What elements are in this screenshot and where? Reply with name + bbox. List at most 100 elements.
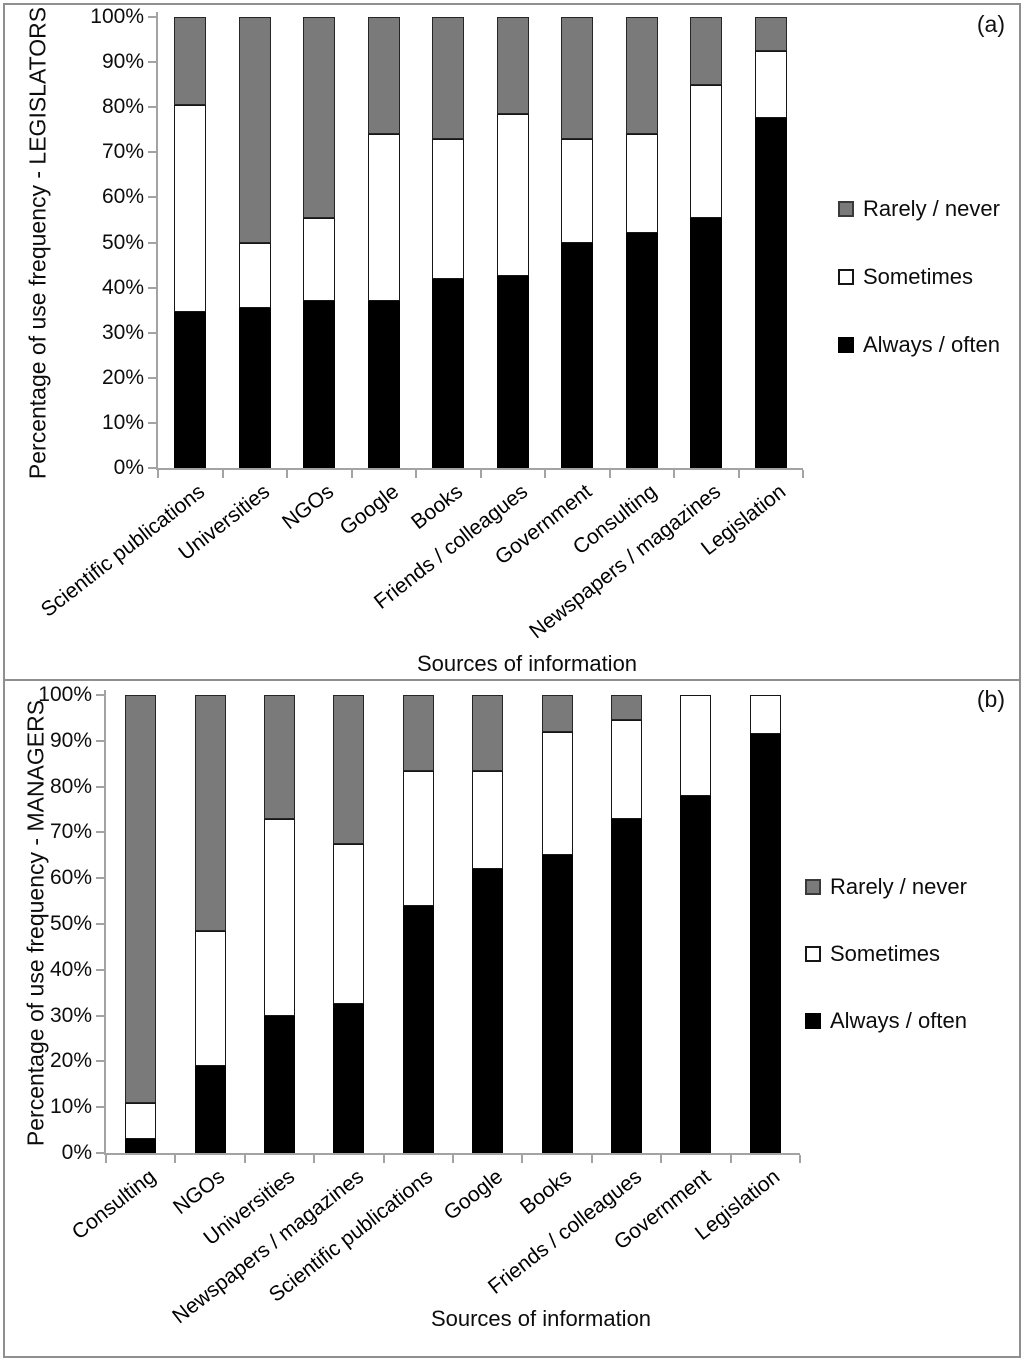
y-tick-label: 30% [49, 1004, 92, 1027]
y-axis-line [156, 12, 158, 470]
panel-a-legislators: (a) Percentage of use frequency - LEGISL… [5, 5, 1019, 679]
y-tick-mark [96, 1152, 104, 1154]
bar-segment-rarely-never [626, 17, 658, 134]
y-tick-mark [148, 422, 156, 424]
bar-segment-always-often [755, 118, 787, 468]
y-tick-label: 0% [61, 1141, 92, 1164]
legend-label: Always / often [863, 332, 1000, 357]
y-tick-mark [96, 831, 104, 833]
bar-segment-rarely-never [264, 695, 295, 819]
bar-segment-sometimes [403, 771, 434, 906]
x-tick-mark [673, 470, 675, 478]
bar-segment-sometimes [239, 243, 271, 308]
y-tick-label: 70% [101, 140, 144, 163]
legend-item-always-often: Always / often [838, 331, 1000, 359]
bar-segment-sometimes [690, 85, 722, 218]
y-tick-mark [148, 196, 156, 198]
y-tick-label: 90% [101, 50, 144, 73]
legend-item-rarely-never: Rarely / never [838, 195, 1000, 223]
bar-segment-always-often [333, 1004, 364, 1153]
bar-segment-sometimes [750, 695, 781, 734]
bar-segment-always-often [472, 869, 503, 1153]
panel-b-managers: (b) Percentage of use frequency - MANAGE… [5, 679, 1019, 1358]
legend-swatch-icon [838, 201, 854, 217]
bar-segment-rarely-never [497, 17, 529, 114]
plot-area-legislators: 0% 10% 20% 30% 40% 50% 60% 70% 80% 90% 100% Scienti… [5, 5, 1019, 679]
x-tick-mark [157, 470, 159, 478]
x-axis-line [104, 1153, 800, 1155]
bar-segment-sometimes [125, 1103, 156, 1139]
bar-segment-sometimes [497, 114, 529, 276]
figure-border-frame: (a) Percentage of use frequency - LEGISL… [3, 3, 1021, 1358]
x-tick-mark [383, 1155, 385, 1163]
bar-segment-sometimes [542, 732, 573, 855]
y-tick-label: 50% [49, 912, 92, 935]
legend-label: Rarely / never [830, 874, 967, 899]
bar-segment-sometimes [195, 931, 226, 1066]
y-tick-mark [148, 106, 156, 108]
bar-segment-rarely-never [239, 17, 271, 243]
y-tick-label: 70% [49, 820, 92, 843]
y-tick-label: 80% [101, 95, 144, 118]
y-tick-mark [148, 287, 156, 289]
y-tick-mark [148, 16, 156, 18]
y-tick-label: 30% [101, 321, 144, 344]
x-category-label: Google [335, 480, 404, 540]
bar-segment-sometimes [626, 134, 658, 233]
bar-segment-rarely-never [125, 695, 156, 1103]
y-tick-mark [96, 1060, 104, 1062]
bar-segment-always-often [680, 796, 711, 1153]
bar-segment-sometimes [368, 134, 400, 301]
y-tick-mark [96, 740, 104, 742]
legend-swatch-icon [805, 946, 821, 962]
bar-segment-sometimes [333, 844, 364, 1004]
x-tick-mark [660, 1155, 662, 1163]
bar-segment-rarely-never [542, 695, 573, 732]
y-tick-mark [148, 242, 156, 244]
x-tick-mark [105, 1155, 107, 1163]
bar-segment-always-often [264, 1016, 295, 1153]
y-tick-label: 60% [101, 185, 144, 208]
y-tick-mark [96, 1015, 104, 1017]
x-tick-mark [480, 470, 482, 478]
legend-swatch-icon [838, 337, 854, 353]
bar-segment-always-often [626, 233, 658, 468]
x-tick-mark [174, 1155, 176, 1163]
y-tick-label: 20% [101, 366, 144, 389]
y-tick-mark [96, 786, 104, 788]
x-tick-mark [286, 470, 288, 478]
x-tick-mark [415, 470, 417, 478]
x-tick-mark [802, 470, 804, 478]
bar-segment-always-often [368, 301, 400, 468]
bar-segment-sometimes [755, 51, 787, 118]
x-tick-mark [351, 470, 353, 478]
bar-segment-rarely-never [195, 695, 226, 931]
bar-segment-rarely-never [333, 695, 364, 844]
y-tick-mark [148, 151, 156, 153]
bar-segment-always-often [611, 819, 642, 1153]
x-axis-line [156, 468, 803, 470]
x-category-label: NGOs [278, 480, 339, 535]
bar-segment-always-often [542, 855, 573, 1153]
x-category-label: Consulting [67, 1165, 161, 1245]
x-tick-mark [452, 1155, 454, 1163]
bar-segment-rarely-never [303, 17, 335, 218]
bar-segment-sometimes [472, 771, 503, 869]
y-tick-mark [96, 1106, 104, 1108]
legend-swatch-icon [805, 879, 821, 895]
legend-item-sometimes: Sometimes [838, 263, 973, 291]
legend-swatch-icon [838, 269, 854, 285]
x-tick-mark [730, 1155, 732, 1163]
bar-segment-always-often [174, 312, 206, 468]
y-tick-label: 40% [101, 276, 144, 299]
x-tick-mark [609, 470, 611, 478]
x-category-label: Google [439, 1165, 508, 1225]
bar-segment-sometimes [611, 720, 642, 819]
x-tick-mark [591, 1155, 593, 1163]
bar-segment-sometimes [432, 139, 464, 279]
y-tick-mark [148, 61, 156, 63]
y-tick-label: 50% [101, 231, 144, 254]
bar-segment-rarely-never [755, 17, 787, 51]
x-tick-mark [544, 470, 546, 478]
